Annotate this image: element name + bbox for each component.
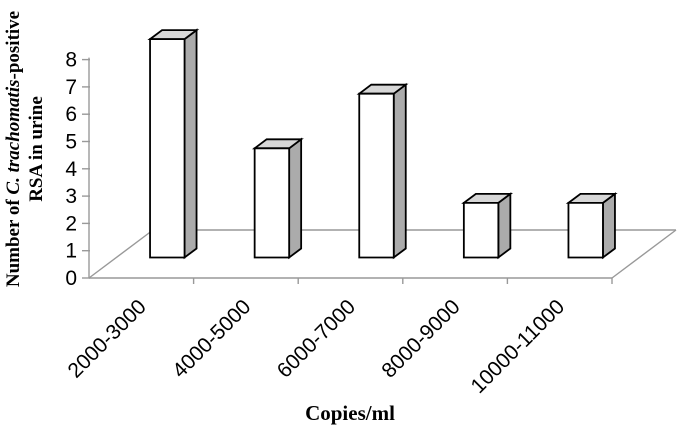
bar-6000-7000	[356, 82, 409, 260]
x-category-label: 6000-7000	[273, 295, 360, 382]
y-tick-label: 2	[65, 212, 77, 235]
y-axis-title-line1: Number of C. trachomatis-positive	[2, 0, 25, 309]
bar-front-face	[358, 92, 395, 259]
y-tick-label: 0	[65, 267, 77, 290]
bar-4000-5000	[251, 137, 304, 260]
y-tick-label: 8	[65, 49, 77, 72]
bar-2000-3000	[147, 28, 200, 260]
x-category-label: 2000-3000	[64, 295, 151, 382]
bar-side-face	[392, 82, 407, 260]
y-axis-title: Number of C. trachomatis-positive RSA in…	[2, 0, 50, 309]
bar-front-face	[253, 147, 291, 259]
x-axis-title: Copies/ml	[305, 401, 395, 425]
bar-front-face	[462, 201, 500, 259]
y-tick-label: 5	[65, 131, 77, 154]
bar-side-face	[497, 192, 512, 260]
y-tick-label: 3	[65, 185, 77, 208]
floor-left-edge	[88, 229, 154, 279]
y-axis-title-suffix: -positive	[3, 10, 24, 80]
y-tick-label: 4	[65, 158, 77, 181]
x-category-label: 10000-11000	[467, 295, 570, 398]
x-category-label: 4000-5000	[168, 295, 255, 382]
bar-side-face	[288, 137, 303, 260]
x-category-label: 8000-9000	[377, 295, 464, 382]
y-axis-title-italic: C. trachomatis	[3, 79, 24, 195]
bar-front-face	[149, 38, 186, 259]
bar-front-face	[567, 201, 604, 259]
bar-8000-9000	[461, 192, 514, 260]
y-axis-title-line2: RSA in urine	[26, 96, 47, 202]
bar-side-face	[183, 28, 198, 260]
bar-side-face	[602, 192, 616, 260]
y-tick-label: 6	[65, 103, 77, 126]
y-axis-title-prefix: Number of	[3, 194, 24, 288]
y-tick-label: 1	[65, 240, 77, 263]
bar-10000-11000	[565, 192, 618, 260]
floor-right-edge	[611, 229, 677, 279]
y-tick-label: 7	[65, 76, 77, 99]
